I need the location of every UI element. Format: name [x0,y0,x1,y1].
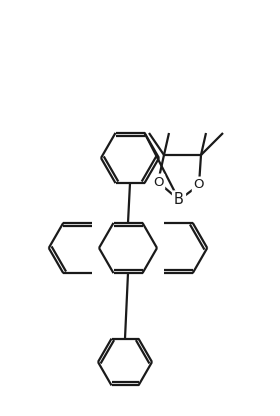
Text: O: O [194,178,204,191]
Text: O: O [153,176,163,188]
Text: B: B [174,193,184,208]
